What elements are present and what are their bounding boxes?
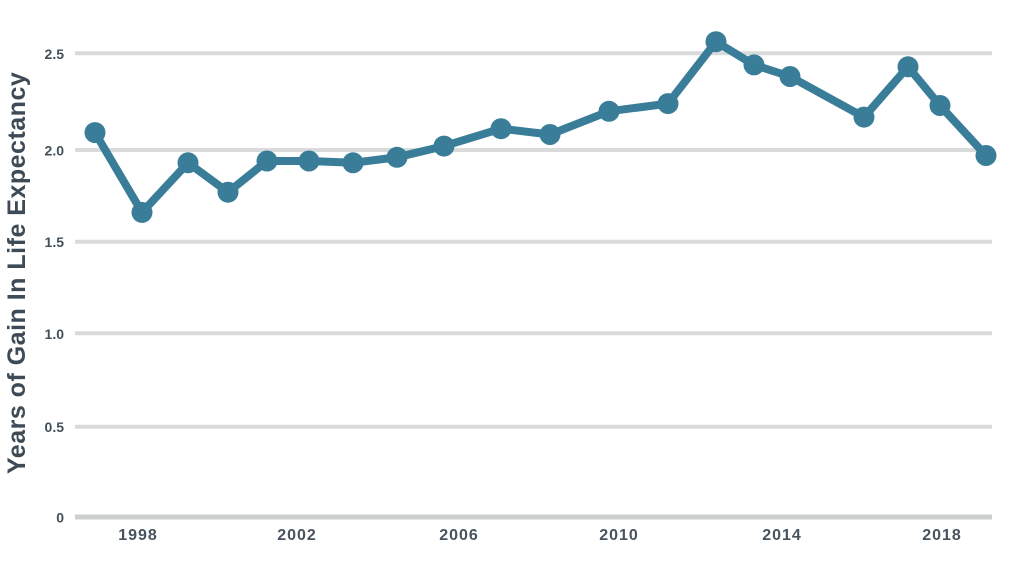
data-point-marker — [657, 93, 679, 115]
data-point-marker — [897, 56, 919, 78]
y-axis-title: Years of Gain In Life Expectancy — [3, 71, 31, 475]
x-axis-tick-label: 2014 — [762, 527, 802, 544]
y-axis-tick-label: 2.5 — [45, 46, 65, 62]
y-axis-tick-label: 1.0 — [45, 326, 65, 342]
data-point-marker — [298, 150, 320, 172]
data-point-marker — [217, 181, 239, 203]
x-axis-tick-label: 2018 — [922, 527, 962, 544]
data-point-marker — [490, 118, 512, 140]
data-point-marker — [342, 152, 364, 174]
data-point-marker — [177, 152, 199, 174]
y-axis-tick-label: 0.5 — [45, 419, 65, 435]
y-axis-tick-label: 2.0 — [45, 143, 65, 159]
data-point-marker — [386, 146, 408, 168]
data-point-marker — [705, 31, 727, 53]
data-point-marker — [853, 106, 875, 128]
data-point-marker — [598, 100, 620, 122]
x-axis-tick-label: 2010 — [599, 527, 639, 544]
data-point-marker — [975, 145, 997, 166]
data-point-marker — [256, 150, 278, 172]
y-axis-tick-label: 0 — [56, 510, 64, 526]
data-point-marker — [929, 95, 951, 116]
x-axis-tick-label: 2006 — [439, 527, 479, 544]
data-point-marker — [539, 124, 561, 145]
data-point-marker — [131, 201, 153, 223]
x-axis-tick-label: 1998 — [118, 527, 158, 544]
x-axis-tick-label: 2002 — [277, 527, 317, 544]
y-axis-tick-label: 1.5 — [45, 234, 65, 250]
data-point-marker — [743, 54, 765, 76]
data-point-marker — [779, 66, 801, 87]
data-point-marker — [433, 135, 455, 157]
data-point-marker — [84, 122, 106, 144]
